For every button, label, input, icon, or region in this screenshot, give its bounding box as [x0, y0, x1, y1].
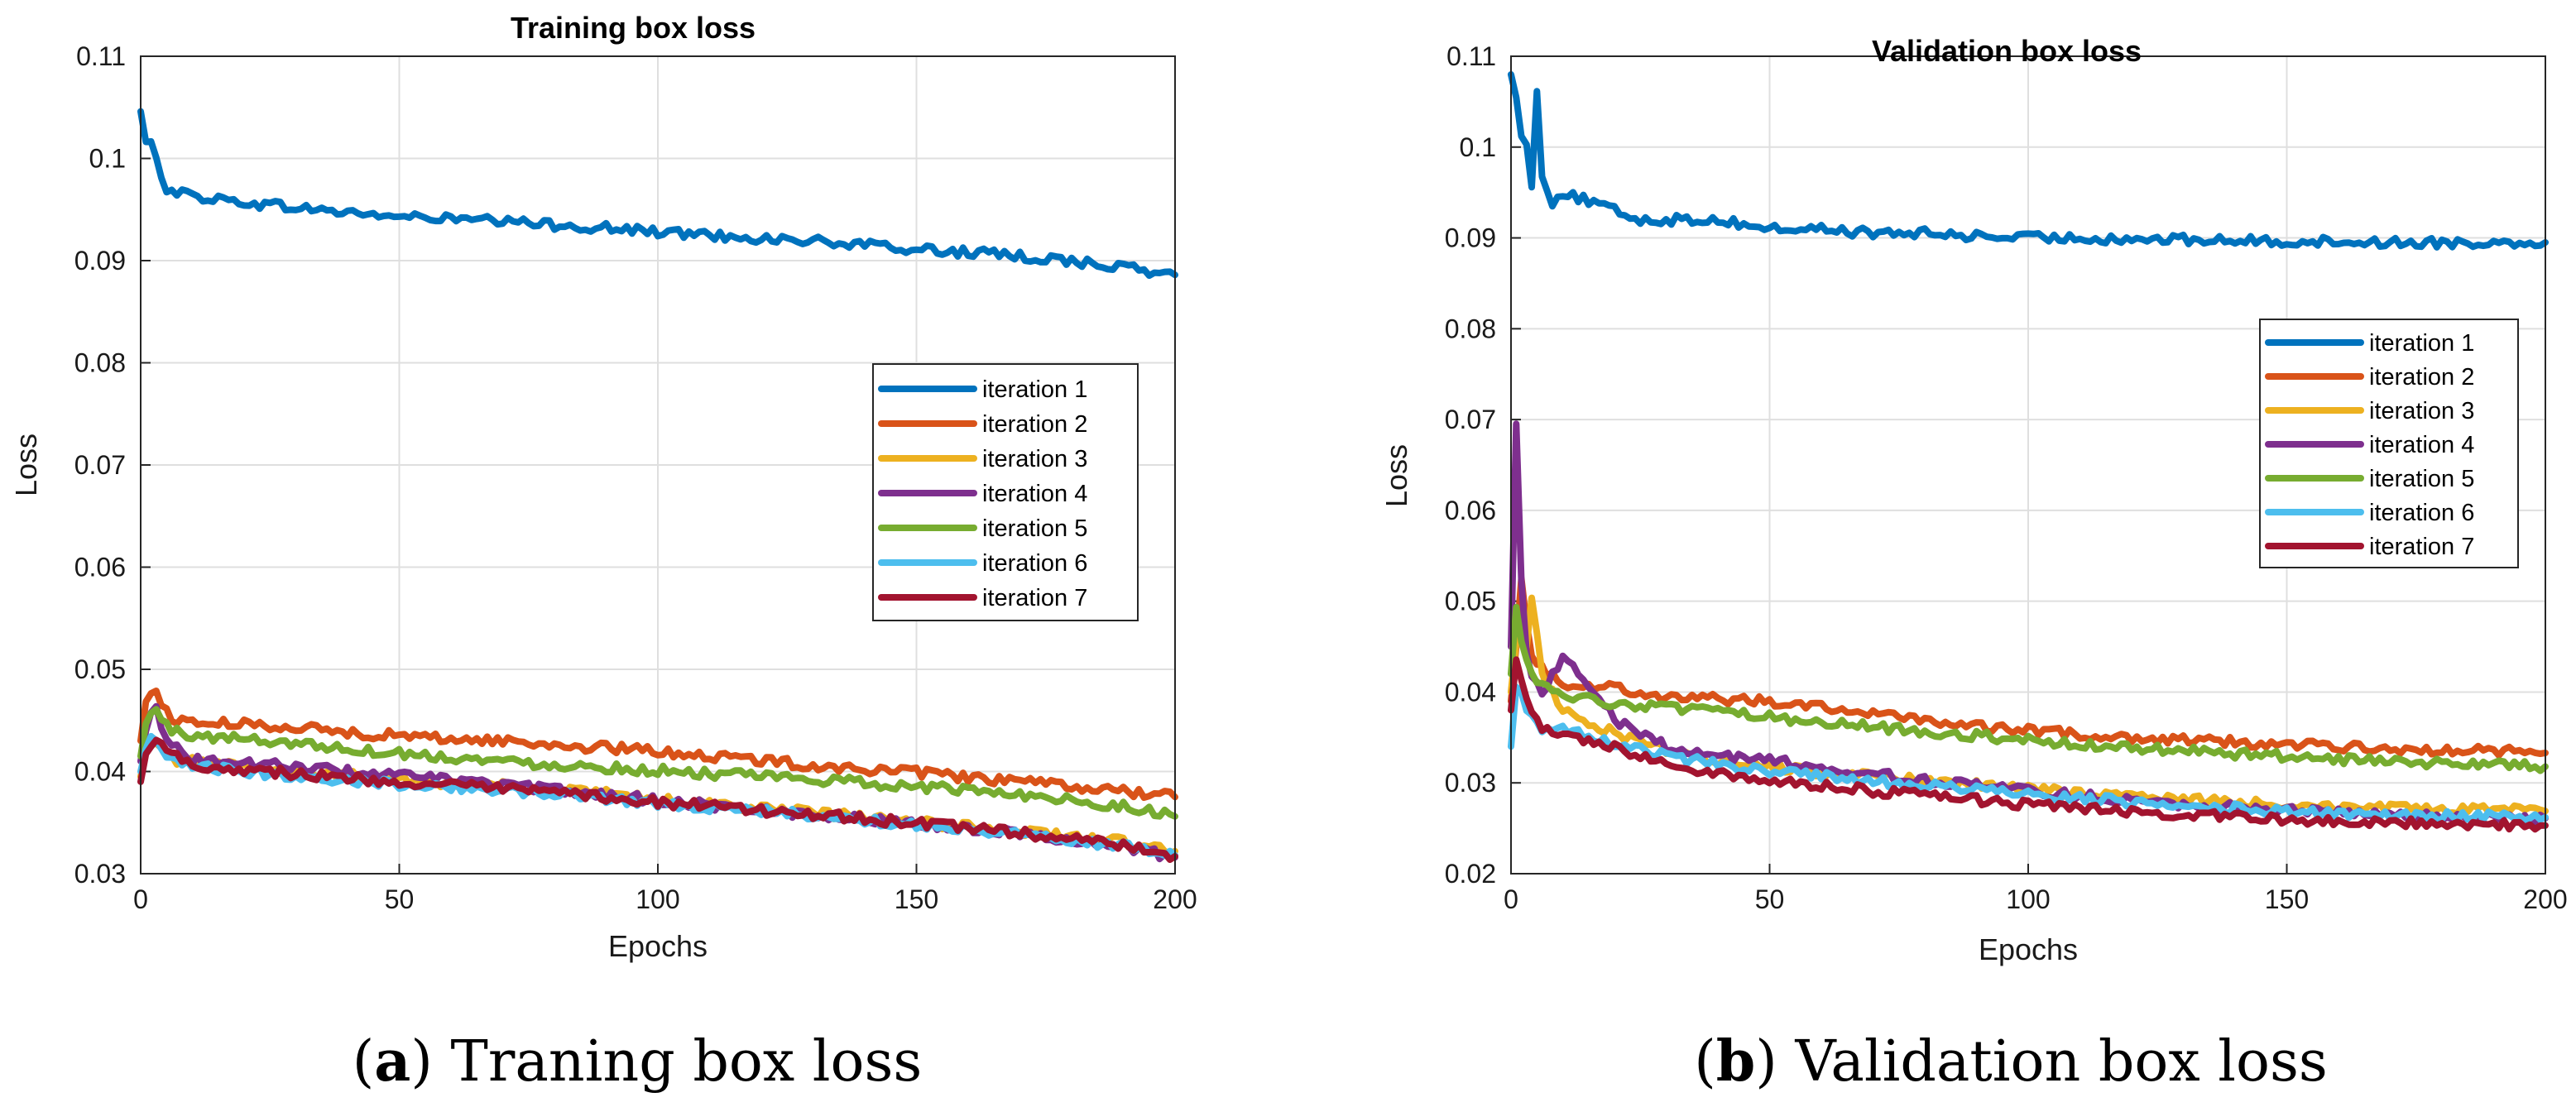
y-axis-label: Loss	[1379, 444, 1413, 507]
legend-label: iteration 1	[2369, 330, 2474, 357]
y-tick-label: 0.05	[74, 654, 126, 684]
caption-b: (b) Validation box loss	[1694, 1028, 2328, 1095]
x-tick-label: 100	[636, 884, 679, 914]
legend-label: iteration 5	[2369, 466, 2474, 492]
y-tick-label: 0.07	[74, 450, 126, 480]
series-line-iteration-2	[1508, 575, 2549, 760]
legend-label: iteration 7	[982, 585, 1087, 611]
series-line-iteration-5	[137, 706, 1178, 820]
y-tick-label: 0.1	[89, 144, 126, 174]
series-line-iteration-7	[1508, 656, 2549, 833]
ticks: 0 50 100 150 200 0.02 0.03 0.04 0.05 0.06 0.07 0.08…	[1445, 41, 2568, 914]
legend: iteration 1 iteration 2 iteration 3 iterati…	[872, 363, 1139, 621]
y-tick-label: 0.07	[1445, 405, 1496, 434]
series-group	[1508, 71, 2549, 833]
caption-a: (a) Traning box loss	[353, 1028, 923, 1095]
series-line-iteration-6	[1508, 683, 2549, 824]
caption-label: Validation box loss	[1794, 1029, 2327, 1095]
y-tick-label: 0.11	[1446, 41, 1496, 71]
y-tick-label: 0.06	[74, 553, 126, 582]
caption-letter: b	[1716, 1028, 1756, 1095]
y-tick-label: 0.08	[74, 348, 126, 378]
x-tick-label: 200	[1153, 884, 1197, 914]
x-tick-label: 0	[133, 884, 148, 914]
x-tick-label: 0	[1504, 884, 1518, 914]
series-line-iteration-7	[137, 736, 1178, 863]
x-tick-label: 50	[385, 884, 415, 914]
y-tick-label: 0.11	[76, 41, 126, 71]
legend: iteration 1 iteration 2 iteration 3 iterati…	[2259, 319, 2519, 568]
y-tick-label: 0.04	[74, 757, 126, 787]
legend-label: iteration 3	[982, 446, 1087, 472]
x-tick-label: 50	[1755, 884, 1785, 914]
y-axis-label: Loss	[9, 434, 43, 496]
series-line-iteration-1	[137, 108, 1178, 280]
plot-frame	[1510, 55, 2546, 875]
legend-label: iteration 7	[2369, 534, 2474, 560]
y-tick-label: 0.05	[1445, 587, 1496, 616]
panel-training-box-loss: 0 50 100 150 200 0.03 0.04 0.05 0.06 0.07 0.08 0.09…	[9, 11, 1197, 963]
series-group	[137, 108, 1178, 863]
x-tick-label: 200	[2523, 884, 2567, 914]
legend-label: iteration 1	[982, 376, 1087, 403]
y-tick-label: 0.03	[1445, 768, 1496, 798]
legend-label: iteration 5	[982, 515, 1087, 542]
legend-label: iteration 4	[982, 481, 1087, 507]
legend-label: iteration 4	[2369, 432, 2474, 458]
panel-validation-box-loss: 0 50 100 150 200 0.02 0.03 0.04 0.05 0.06 0.07 0.08…	[1379, 34, 2568, 966]
ticks: 0 50 100 150 200 0.03 0.04 0.05 0.06 0.07 0.08 0.09…	[74, 41, 1197, 914]
legend-label: iteration 6	[982, 550, 1087, 577]
x-tick-label: 150	[2265, 884, 2309, 914]
caption-letter: a	[374, 1028, 410, 1095]
y-tick-label: 0.09	[1445, 223, 1496, 253]
series-line-iteration-1	[1508, 71, 2549, 251]
caption-label: Traning box loss	[450, 1029, 922, 1095]
x-axis-label: Epochs	[608, 929, 708, 963]
y-tick-label: 0.06	[1445, 496, 1496, 525]
series-line-iteration-5	[1508, 603, 2549, 774]
y-tick-label: 0.08	[1445, 314, 1496, 343]
y-tick-label: 0.1	[1460, 132, 1496, 162]
y-tick-label: 0.03	[74, 859, 126, 889]
chart-title: Validation box loss	[1872, 34, 2142, 68]
x-axis-label: Epochs	[1979, 932, 2078, 966]
y-tick-label: 0.04	[1445, 677, 1496, 707]
x-tick-label: 150	[895, 884, 938, 914]
y-tick-label: 0.02	[1445, 859, 1496, 889]
series-line-iteration-2	[137, 688, 1178, 802]
y-tick-label: 0.09	[74, 246, 126, 276]
legend-label: iteration 3	[2369, 398, 2474, 424]
legend-label: iteration 6	[2369, 500, 2474, 526]
x-tick-label: 100	[2006, 884, 2050, 914]
legend-label: iteration 2	[982, 411, 1087, 438]
plot-frame	[140, 55, 1176, 875]
chart-title: Training box loss	[511, 11, 756, 45]
legend-label: iteration 2	[2369, 364, 2474, 391]
